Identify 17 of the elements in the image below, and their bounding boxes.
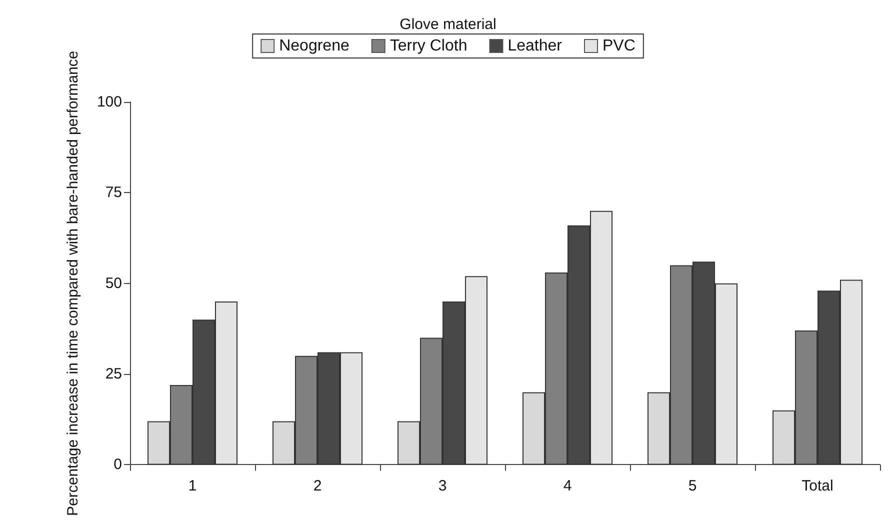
x-tick-label: 5 <box>688 478 697 495</box>
y-tick-label: 0 <box>114 456 122 474</box>
x-tick-label: 3 <box>438 478 447 495</box>
legend-label: Neogrene <box>279 38 350 54</box>
y-tick-label: 25 <box>105 366 122 383</box>
x-tick-label: 1 <box>188 478 197 495</box>
legend-label: Terry Cloth <box>390 38 468 54</box>
x-tick-label: 2 <box>313 478 322 495</box>
legend-label: PVC <box>602 38 636 54</box>
y-axis-title: Percentage increase in time compared with bare-handed performance <box>64 50 82 516</box>
y-tick-label: 75 <box>105 184 122 202</box>
y-tick-label: 100 <box>96 94 122 110</box>
y-tick-label: 50 <box>105 274 122 292</box>
legend-label: Leather <box>508 38 563 54</box>
x-tick-label: 4 <box>563 478 572 495</box>
legend-title: Glove material <box>400 16 496 33</box>
x-tick-label: Total <box>802 478 834 495</box>
